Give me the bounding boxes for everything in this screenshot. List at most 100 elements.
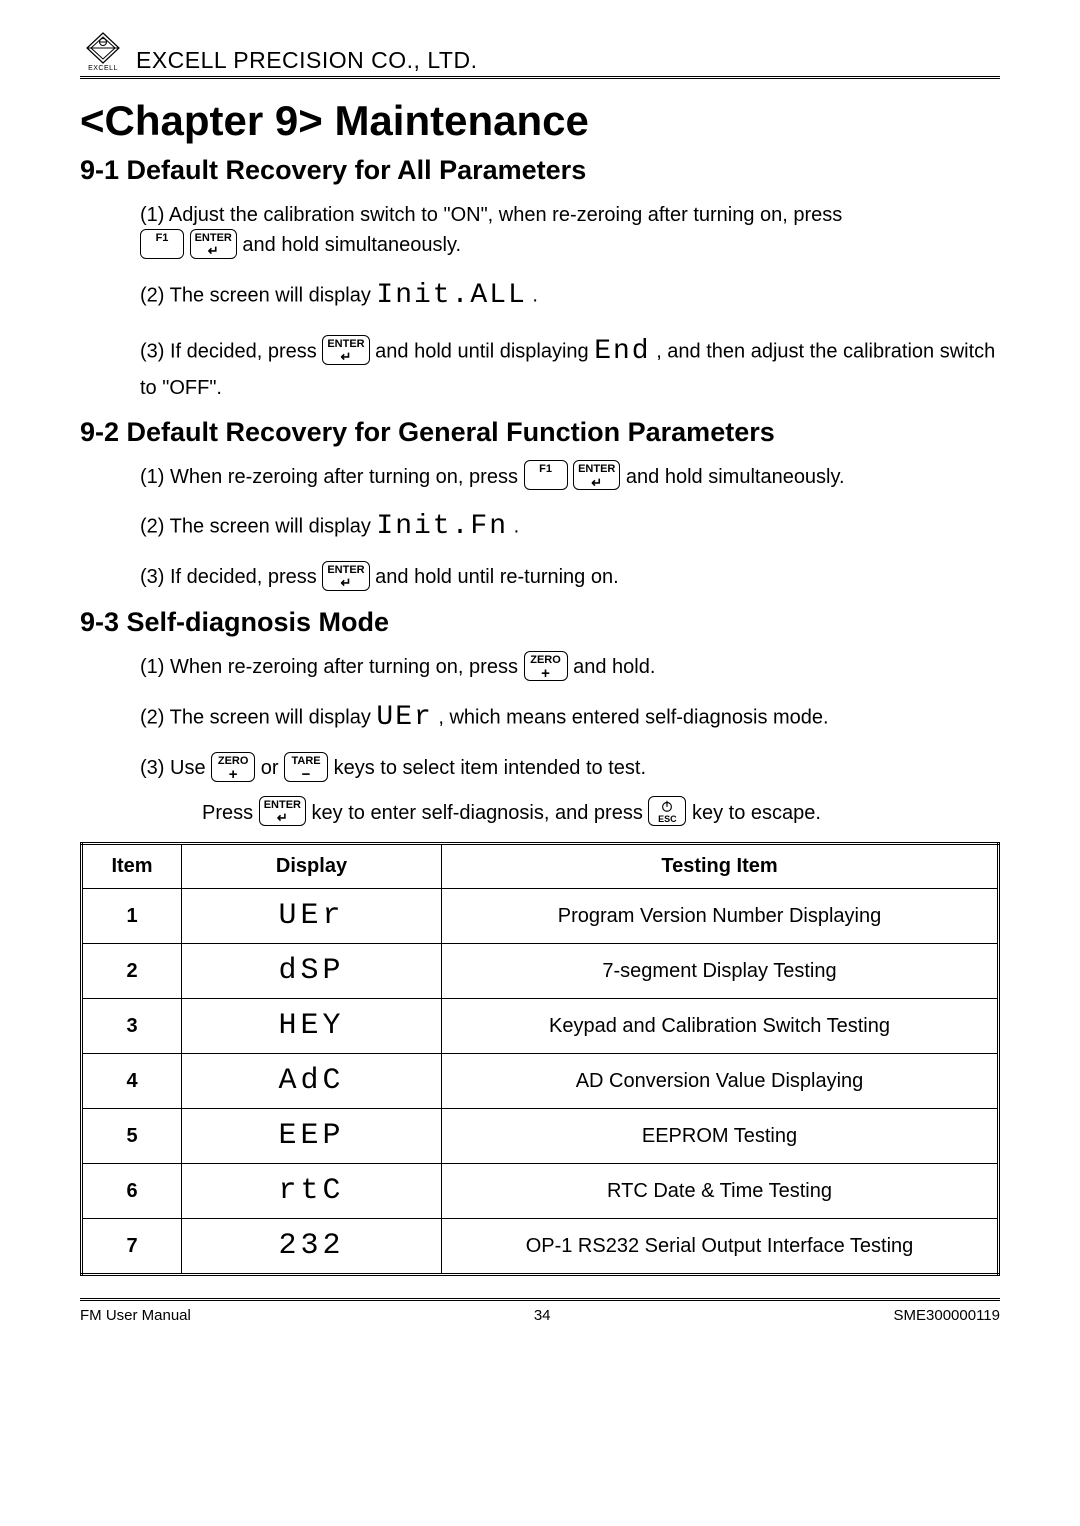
cell-item: 2 — [82, 944, 182, 999]
sec3-item-press: Press ENTER key to enter self-diagnosis,… — [202, 798, 1000, 829]
cell-item: 3 — [82, 999, 182, 1054]
excell-diamond-icon — [83, 31, 123, 65]
key-sublabel: + — [216, 767, 250, 784]
key-sublabel: − — [289, 767, 323, 784]
text: or — [261, 757, 279, 779]
footer-right: SME300000119 — [894, 1307, 1000, 1324]
cell-testing: RTC Date & Time Testing — [442, 1164, 999, 1219]
cell-display: 232 — [182, 1219, 442, 1275]
text: (1) Adjust the calibration switch to "ON… — [140, 204, 842, 226]
text: and hold simultaneously. — [626, 466, 845, 488]
text: and hold simultaneously. — [242, 234, 461, 256]
cell-item: 4 — [82, 1054, 182, 1109]
text: (3) Use — [140, 757, 206, 779]
key-label: TARE — [291, 755, 320, 767]
seven-seg-display: Init.Fn — [376, 511, 508, 542]
self-diagnosis-table: Item Display Testing Item 1UErProgram Ve… — [80, 842, 1000, 1276]
text: and hold until displaying — [375, 340, 594, 362]
sec3-item-3: (3) Use ZERO+ or TARE− keys to select it… — [140, 753, 1000, 784]
f1-key-icon: F1 — [140, 229, 184, 259]
footer-left: FM User Manual — [80, 1307, 191, 1324]
table-row: 3HEYKeypad and Calibration Switch Testin… — [82, 999, 999, 1054]
text: keys to select item intended to test. — [334, 757, 646, 779]
cell-item: 6 — [82, 1164, 182, 1219]
text: (2) The screen will display — [140, 284, 376, 306]
text: (1) When re-zeroing after turning on, pr… — [140, 656, 524, 678]
sec3-item-1: (1) When re-zeroing after turning on, pr… — [140, 652, 1000, 683]
text: and hold. — [573, 656, 655, 678]
seven-seg-display: End — [594, 336, 650, 367]
cell-display: dSP — [182, 944, 442, 999]
tare-key-icon: TARE− — [284, 752, 328, 782]
col-display: Display — [182, 844, 442, 889]
text: (3) If decided, press — [140, 566, 322, 588]
cell-testing: EEPROM Testing — [442, 1109, 999, 1164]
sec1-item-3: (3) If decided, press ENTER and hold unt… — [140, 331, 1000, 403]
cell-display: AdC — [182, 1054, 442, 1109]
text: key to enter self-diagnosis, and press — [312, 802, 649, 824]
key-label: F1 — [156, 232, 169, 244]
key-label: ENTER — [327, 338, 364, 350]
sec2-item-1: (1) When re-zeroing after turning on, pr… — [140, 462, 1000, 493]
text: (2) The screen will display — [140, 706, 376, 728]
seven-seg-display: Init.ALL — [376, 280, 526, 311]
cell-testing: Program Version Number Displaying — [442, 889, 999, 944]
text: key to escape. — [692, 802, 821, 824]
cell-item: 7 — [82, 1219, 182, 1275]
col-item: Item — [82, 844, 182, 889]
enter-key-icon: ENTER — [573, 460, 620, 490]
section-9-1-body: (1) Adjust the calibration switch to "ON… — [80, 200, 1000, 403]
table-header-row: Item Display Testing Item — [82, 844, 999, 889]
text: (2) The screen will display — [140, 516, 376, 538]
col-testing: Testing Item — [442, 844, 999, 889]
table-row: 2dSP7-segment Display Testing — [82, 944, 999, 999]
f1-key-icon: F1 — [524, 460, 568, 490]
power-icon — [660, 799, 674, 813]
chapter-title: <Chapter 9> Maintenance — [80, 97, 1000, 145]
cell-item: 5 — [82, 1109, 182, 1164]
page-header: EXCELL EXCELL PRECISION CO., LTD. — [80, 28, 1000, 79]
text: . — [514, 516, 520, 538]
table-row: 4AdCAD Conversion Value Displaying — [82, 1054, 999, 1109]
company-name: EXCELL PRECISION CO., LTD. — [136, 47, 477, 74]
sec2-item-2: (2) The screen will display Init.Fn . — [140, 506, 1000, 548]
seven-seg-display: UEr — [376, 702, 432, 733]
power-esc-key-icon: ESC — [648, 796, 686, 826]
key-sublabel: + — [529, 666, 563, 683]
enter-key-icon: ENTER — [322, 561, 369, 591]
section-9-1-heading: 9-1 Default Recovery for All Parameters — [80, 155, 1000, 186]
enter-key-icon: ENTER — [322, 335, 369, 365]
page: EXCELL EXCELL PRECISION CO., LTD. <Chapt… — [0, 0, 1080, 1344]
key-label: ENTER — [578, 463, 615, 475]
footer-page-number: 34 — [534, 1307, 551, 1324]
text: , which means entered self-diagnosis mod… — [438, 706, 828, 728]
text: . — [532, 284, 538, 306]
key-sublabel: ESC — [658, 814, 677, 824]
section-9-3-body: (1) When re-zeroing after turning on, pr… — [80, 652, 1000, 828]
key-label: ZERO — [218, 755, 249, 767]
sec2-item-3: (3) If decided, press ENTER and hold unt… — [140, 562, 1000, 593]
cell-display: HEY — [182, 999, 442, 1054]
sec1-item-2: (2) The screen will display Init.ALL . — [140, 275, 1000, 317]
company-logo: EXCELL — [80, 28, 126, 74]
table-row: 6rtCRTC Date & Time Testing — [82, 1164, 999, 1219]
section-9-2-heading: 9-2 Default Recovery for General Functio… — [80, 417, 1000, 448]
cell-testing: Keypad and Calibration Switch Testing — [442, 999, 999, 1054]
cell-display: UEr — [182, 889, 442, 944]
sec1-item-1: (1) Adjust the calibration switch to "ON… — [140, 200, 1000, 261]
table-row: 1UErProgram Version Number Displaying — [82, 889, 999, 944]
zero-key-icon: ZERO+ — [211, 752, 255, 782]
text: and hold until re-turning on. — [375, 566, 619, 588]
cell-testing: 7-segment Display Testing — [442, 944, 999, 999]
enter-key-icon: ENTER — [259, 796, 306, 826]
cell-testing: AD Conversion Value Displaying — [442, 1054, 999, 1109]
sec3-item-2: (2) The screen will display UEr , which … — [140, 697, 1000, 739]
key-label: F1 — [539, 463, 552, 475]
text: (1) When re-zeroing after turning on, pr… — [140, 466, 524, 488]
text: Press — [202, 802, 253, 824]
table-row: 7232OP-1 RS232 Serial Output Interface T… — [82, 1219, 999, 1275]
cell-item: 1 — [82, 889, 182, 944]
section-9-3-heading: 9-3 Self-diagnosis Mode — [80, 607, 1000, 638]
enter-key-icon: ENTER — [190, 229, 237, 259]
cell-display: rtC — [182, 1164, 442, 1219]
